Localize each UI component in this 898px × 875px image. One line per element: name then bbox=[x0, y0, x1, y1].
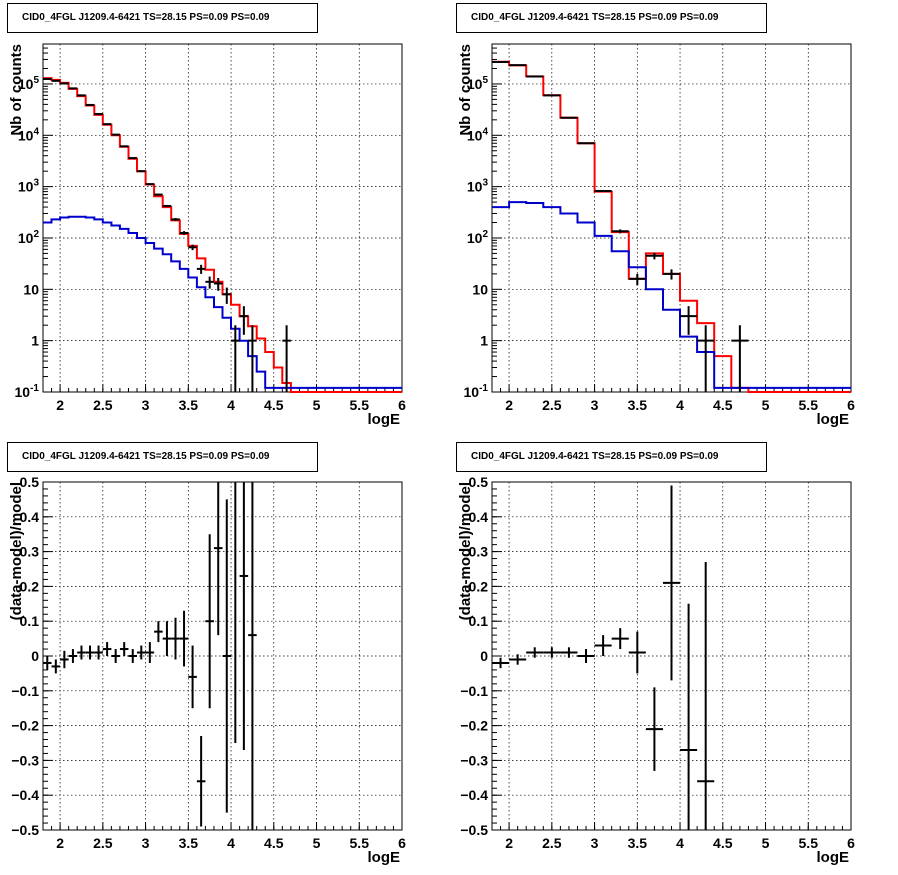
x-tick-label: 3 bbox=[591, 397, 599, 413]
x-tick-label: 4.5 bbox=[264, 397, 284, 413]
y-tick-label: −0.2 bbox=[460, 718, 488, 734]
x-tick-label: 2 bbox=[505, 835, 513, 851]
x-tick-label: 5.5 bbox=[799, 397, 819, 413]
y-tick-label: 0.2 bbox=[469, 578, 489, 594]
y-axis-title: (data-model)/model bbox=[457, 482, 474, 620]
y-tick-label: 0.4 bbox=[469, 509, 489, 525]
y-tick-label: 105 bbox=[18, 75, 40, 92]
x-tick-label: 2.5 bbox=[93, 397, 113, 413]
x-tick-label: 6 bbox=[847, 397, 855, 413]
y-axis-title: Nb of counts bbox=[457, 44, 474, 136]
plot-frame bbox=[491, 43, 852, 393]
y-tick-label: 0.1 bbox=[469, 613, 489, 629]
x-tick-label: 4 bbox=[227, 835, 235, 851]
y-tick-label: 102 bbox=[467, 229, 489, 246]
x-tick-label: 3 bbox=[591, 835, 599, 851]
y-tick-label: 0.3 bbox=[20, 544, 40, 560]
panel-title: CID0_4FGL J1209.4-6421 TS=28.15 PS=0.09 … bbox=[456, 442, 767, 472]
x-tick-label: 3.5 bbox=[628, 397, 648, 413]
x-tick-label: 5.5 bbox=[350, 397, 370, 413]
x-tick-label: 4.5 bbox=[713, 835, 733, 851]
y-tick-label: −0.5 bbox=[11, 822, 39, 838]
y-tick-label: −0.1 bbox=[460, 683, 488, 699]
x-tick-label: 2.5 bbox=[542, 835, 562, 851]
x-tick-label: 4 bbox=[227, 397, 235, 413]
plot-frame bbox=[42, 43, 403, 393]
panel-title: CID0_4FGL J1209.4-6421 TS=28.15 PS=0.09 … bbox=[7, 442, 318, 472]
x-tick-label: 6 bbox=[398, 835, 406, 851]
x-axis-title: logE bbox=[817, 411, 850, 428]
model-source-histogram bbox=[492, 201, 851, 389]
x-tick-label: 4 bbox=[676, 397, 684, 413]
y-tick-label: 0.3 bbox=[469, 544, 489, 560]
x-tick-label: 6 bbox=[847, 835, 855, 851]
x-tick-label: 5.5 bbox=[799, 835, 819, 851]
y-tick-label: 0.1 bbox=[20, 613, 40, 629]
y-tick-label: 1 bbox=[480, 333, 488, 349]
x-tick-label: 5 bbox=[313, 835, 321, 851]
y-tick-label: 0 bbox=[480, 648, 488, 664]
y-tick-label: 0.5 bbox=[20, 474, 40, 490]
x-tick-label: 3 bbox=[142, 397, 150, 413]
y-tick-label: 0.5 bbox=[469, 474, 489, 490]
y-tick-label: 103 bbox=[467, 178, 489, 195]
y-tick-label: 105 bbox=[467, 75, 489, 92]
y-tick-label: 0 bbox=[31, 648, 39, 664]
model-source-histogram bbox=[43, 215, 402, 389]
x-tick-label: 4 bbox=[676, 835, 684, 851]
y-tick-label: −0.5 bbox=[460, 822, 488, 838]
y-axis-title: Nb of counts bbox=[8, 44, 25, 136]
x-axis-title: logE bbox=[817, 849, 850, 866]
x-axis-title: logE bbox=[368, 411, 401, 428]
y-tick-label: 1 bbox=[31, 333, 39, 349]
x-tick-label: 5 bbox=[762, 835, 770, 851]
x-tick-label: 4.5 bbox=[713, 397, 733, 413]
y-tick-label: −0.4 bbox=[460, 787, 488, 803]
x-tick-label: 4.5 bbox=[264, 835, 284, 851]
y-tick-label: 103 bbox=[18, 178, 40, 195]
y-tick-label: 104 bbox=[467, 126, 489, 143]
y-tick-label: 0.4 bbox=[20, 509, 40, 525]
y-tick-label: −0.4 bbox=[11, 787, 39, 803]
y-tick-label: 10 bbox=[23, 281, 39, 297]
x-tick-label: 2.5 bbox=[93, 835, 113, 851]
x-tick-label: 5.5 bbox=[350, 835, 370, 851]
y-tick-label: 104 bbox=[18, 126, 40, 143]
x-axis-title: logE bbox=[368, 849, 401, 866]
y-tick-label: 0.2 bbox=[20, 578, 40, 594]
x-tick-label: 6 bbox=[398, 397, 406, 413]
x-tick-label: 2.5 bbox=[542, 397, 562, 413]
x-tick-label: 2 bbox=[505, 397, 513, 413]
x-tick-label: 2 bbox=[56, 397, 64, 413]
y-tick-label: 10-1 bbox=[15, 383, 40, 400]
y-tick-label: 10 bbox=[472, 281, 488, 297]
y-tick-label: −0.2 bbox=[11, 718, 39, 734]
y-tick-label: 102 bbox=[18, 229, 40, 246]
y-tick-label: −0.3 bbox=[11, 752, 39, 768]
y-tick-label: 10-1 bbox=[464, 383, 489, 400]
panel-title: CID0_4FGL J1209.4-6421 TS=28.15 PS=0.09 … bbox=[7, 3, 318, 33]
x-tick-label: 2 bbox=[56, 835, 64, 851]
x-tick-label: 5 bbox=[313, 397, 321, 413]
y-tick-label: −0.1 bbox=[11, 683, 39, 699]
y-tick-label: −0.3 bbox=[460, 752, 488, 768]
y-axis-title: (data-model)/model bbox=[8, 482, 25, 620]
x-tick-label: 3.5 bbox=[628, 835, 648, 851]
panel-title: CID0_4FGL J1209.4-6421 TS=28.15 PS=0.09 … bbox=[456, 3, 767, 33]
x-tick-label: 3.5 bbox=[179, 835, 199, 851]
x-tick-label: 3.5 bbox=[179, 397, 199, 413]
x-tick-label: 5 bbox=[762, 397, 770, 413]
x-tick-label: 3 bbox=[142, 835, 150, 851]
